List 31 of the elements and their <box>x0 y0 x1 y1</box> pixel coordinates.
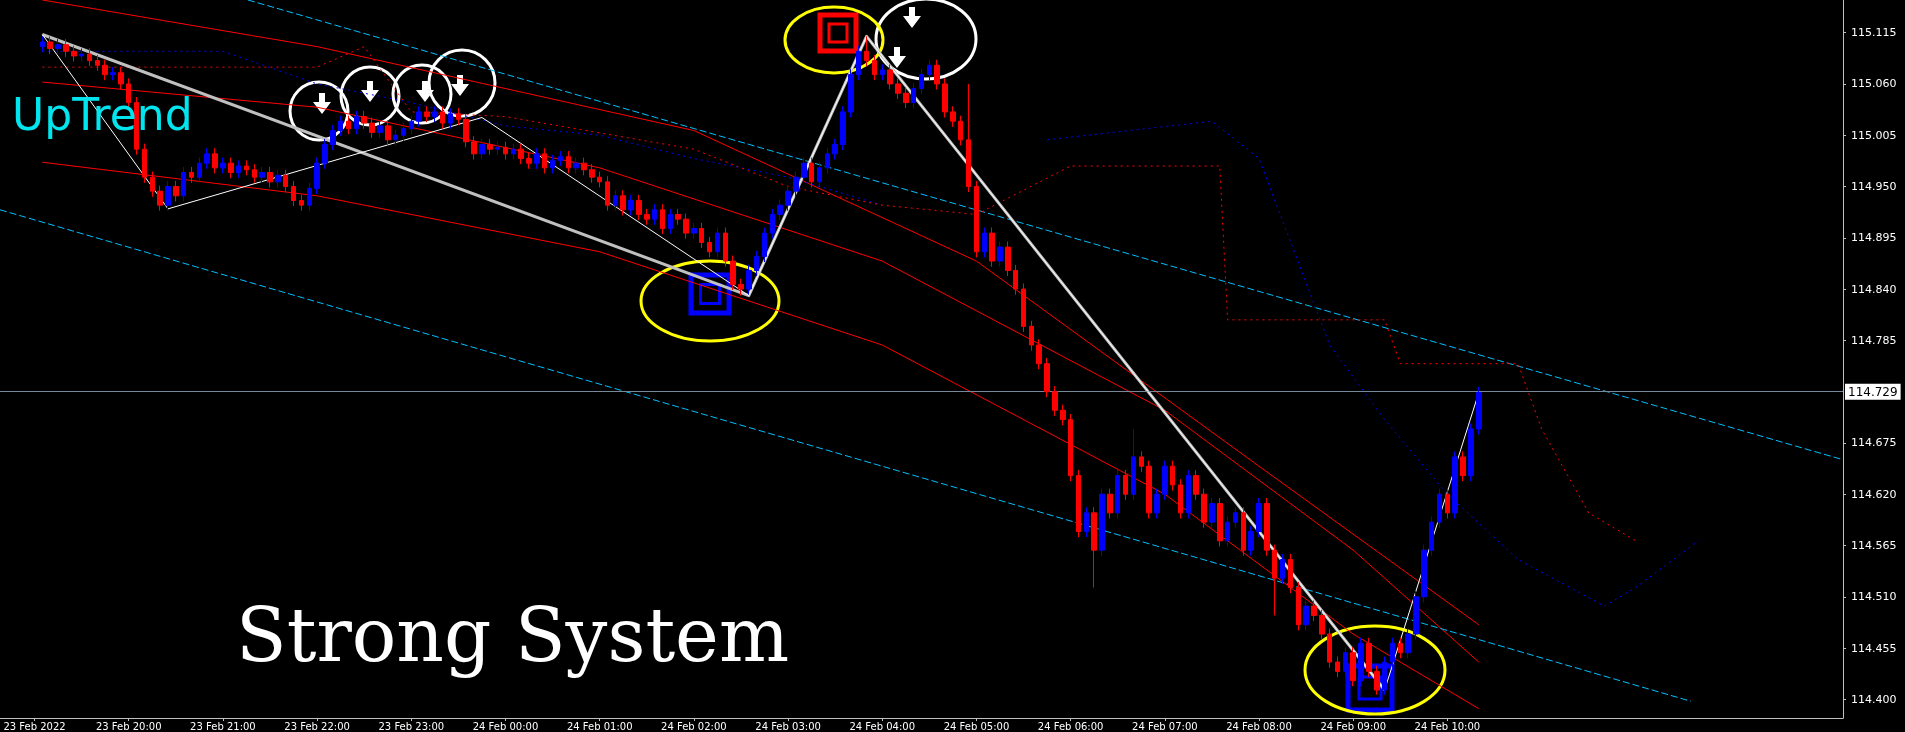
x-tick-label: 24 Feb 07:00 <box>1132 720 1198 732</box>
x-tick-label: 24 Feb 02:00 <box>661 720 727 732</box>
x-tick-label: 24 Feb 09:00 <box>1320 720 1387 732</box>
x-tick-label: 23 Feb 21:00 <box>190 720 256 732</box>
x-tick-label: 23 Feb 23:00 <box>378 720 445 732</box>
x-tick-label: 24 Feb 05:00 <box>943 720 1010 732</box>
y-tick-label: 114.565 <box>1851 538 1897 552</box>
y-tick-label: 115.115 <box>1851 26 1897 40</box>
x-tick-label: 24 Feb 01:00 <box>566 720 633 732</box>
y-tick-label: 114.840 <box>1851 282 1897 296</box>
x-tick-label: 24 Feb 06:00 <box>1037 720 1104 732</box>
y-tick-label: 115.005 <box>1851 128 1897 142</box>
x-tick-label: 23 Feb 2022 <box>3 720 66 732</box>
y-tick-label: 114.785 <box>1851 333 1897 347</box>
x-tick-label: 24 Feb 10:00 <box>1414 720 1481 732</box>
y-tick-label: 114.455 <box>1851 641 1897 655</box>
y-tick-label: 114.620 <box>1851 487 1897 501</box>
x-tick-label: 24 Feb 08:00 <box>1226 720 1292 732</box>
annotation: Strong System <box>236 592 790 678</box>
x-tick-label: 23 Feb 20:00 <box>95 720 162 732</box>
y-tick-label: 115.060 <box>1851 77 1897 91</box>
y-tick-label: 114.510 <box>1851 590 1897 604</box>
y-tick-label: 114.950 <box>1851 179 1897 193</box>
x-tick-label: 23 Feb 22:00 <box>284 720 350 732</box>
x-tick-label: 24 Feb 03:00 <box>755 720 821 732</box>
y-tick-label: 114.895 <box>1851 231 1897 245</box>
y-tick-label: 114.400 <box>1851 692 1897 706</box>
x-tick-label: 24 Feb 00:00 <box>472 720 539 732</box>
ref-line-label: 114.729 <box>1848 384 1898 399</box>
x-tick-label: 24 Feb 04:00 <box>849 720 916 732</box>
y-tick-label: 114.675 <box>1851 436 1897 450</box>
